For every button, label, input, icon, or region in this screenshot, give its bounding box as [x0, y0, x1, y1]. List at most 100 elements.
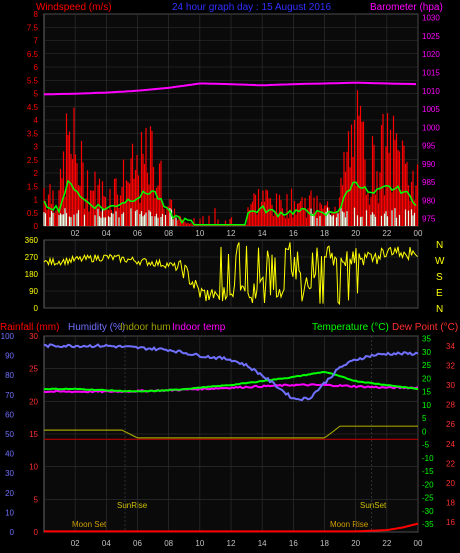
x-tick-label: 22 [382, 229, 391, 238]
direction-tick-label: 180 [25, 270, 39, 279]
indoor-temp-tick-label: 30 [446, 381, 455, 390]
compass-w: W [435, 256, 445, 267]
barometer-tick-label: 1005 [422, 105, 440, 114]
humidity-tick-label: 40 [5, 450, 14, 459]
dew-point-label: Dew Point (°C) [392, 322, 458, 333]
barometer-tick-label: 980 [422, 196, 436, 205]
x-tick-label: 10 [195, 539, 204, 548]
moonset-label: Moon Set [72, 520, 107, 529]
barometer-tick-label: 1030 [422, 14, 440, 23]
barometer-tick-label: 1025 [422, 32, 440, 41]
rainfall-tick-label: 25 [29, 365, 38, 374]
direction-tick-label: 0 [34, 304, 39, 313]
indoor-temp-tick-label: 34 [446, 342, 455, 351]
temperature-tick-label: -10 [422, 454, 434, 463]
rainfall-line [44, 522, 419, 533]
temperature-tick-label: 15 [422, 388, 431, 397]
x-tick-label: 08 [164, 539, 173, 548]
windspeed-label: Windspeed (m/s) [36, 2, 112, 13]
indoor-temp-tick-label: 32 [446, 361, 455, 370]
direction-tick-label: 270 [25, 253, 39, 262]
indoor-temp-label: Indoor temp [172, 322, 226, 333]
temperature-tick-label: 5 [422, 414, 427, 423]
x-tick-label: 02 [71, 539, 80, 548]
indoor-temp-tick-label: 26 [446, 420, 455, 429]
temperature-tick-label: -35 [422, 520, 434, 529]
humidity-tick-label: 50 [5, 430, 14, 439]
wind-direction-line [43, 242, 418, 306]
x-tick-label: 10 [195, 229, 204, 238]
humidity-tick-label: 100 [1, 332, 15, 341]
direction-tick-label: 360 [25, 236, 39, 245]
temperature-label: Temperature (°C) [312, 322, 389, 333]
temperature-tick-label: -5 [422, 441, 430, 450]
humidity-tick-label: 0 [10, 528, 15, 537]
compass-s: S [436, 272, 443, 283]
temperature-tick-label: 35 [422, 335, 431, 344]
barometer-tick-label: 1020 [422, 50, 440, 59]
x-tick-label: 16 [289, 229, 298, 238]
indoor-temp-tick-label: 22 [446, 459, 455, 468]
wind-tick-label: 2 [34, 169, 39, 178]
wind-tick-label: 4 [34, 116, 39, 125]
indoor-temp-tick-label: 16 [446, 518, 455, 527]
x-tick-label: 00 [414, 229, 423, 238]
temperature-tick-label: 30 [422, 348, 431, 357]
x-tick-label: 12 [227, 229, 236, 238]
x-tick-label: 16 [289, 539, 298, 548]
indoor-humidity-line [44, 425, 418, 439]
barometer-tick-label: 995 [422, 142, 436, 151]
indoor-hum-label: Indoor hum [120, 322, 171, 333]
wind-tick-label: 8 [34, 10, 39, 19]
humidity-label: Humidity (%) [68, 322, 125, 333]
humidity-line [43, 343, 419, 402]
wind-tick-label: 4.5 [27, 103, 39, 112]
x-tick-label: 04 [102, 229, 111, 238]
humidity-tick-label: 90 [5, 352, 14, 361]
barometer-label: Barometer (hpa) [370, 2, 443, 13]
x-tick-label: 14 [258, 229, 267, 238]
wind-tick-label: 0.5 [27, 209, 39, 218]
wind-tick-label: 2.5 [27, 156, 39, 165]
compass-n-bottom: N [436, 304, 443, 315]
temperature-tick-label: 0 [422, 427, 427, 436]
chart-title: 24 hour graph day : 15 August 2016 [172, 2, 331, 13]
x-tick-label: 14 [258, 539, 267, 548]
temperature-tick-label: -20 [422, 480, 434, 489]
rainfall-tick-label: 5 [34, 495, 39, 504]
x-tick-label: 02 [71, 229, 80, 238]
temperature-tick-label: 25 [422, 361, 431, 370]
temperature-line [43, 370, 419, 393]
wind-tick-label: 1 [34, 196, 39, 205]
rainfall-label: Rainfall (mm) [0, 322, 59, 333]
barometer-tick-label: 990 [422, 160, 436, 169]
wind-tick-label: 1.5 [27, 182, 39, 191]
direction-tick-label: 90 [29, 287, 38, 296]
temperature-tick-label: -25 [422, 494, 434, 503]
wind-average-line [43, 179, 417, 226]
compass-e: E [436, 288, 443, 299]
sunrise-label: SunRise [117, 501, 148, 510]
x-tick-label: 12 [227, 539, 236, 548]
wind-tick-label: 7 [34, 37, 39, 46]
indoor-temp-tick-label: 28 [446, 401, 455, 410]
rainfall-tick-label: 10 [29, 463, 38, 472]
barometer-tick-label: 985 [422, 178, 436, 187]
humidity-tick-label: 80 [5, 371, 14, 380]
wind-tick-label: 3 [34, 143, 39, 152]
wind-tick-label: 6.5 [27, 50, 39, 59]
wind-tick-label: 6 [34, 63, 39, 72]
temperature-tick-label: -15 [422, 467, 434, 476]
compass-n-top: N [436, 240, 443, 251]
barometer-line [43, 81, 417, 96]
temperature-tick-label: 10 [422, 401, 431, 410]
rainfall-tick-label: 0 [34, 528, 39, 537]
barometer-tick-label: 975 [422, 215, 436, 224]
barometer-tick-label: 1000 [422, 123, 440, 132]
x-tick-label: 20 [351, 539, 360, 548]
indoor-temp-tick-label: 18 [446, 499, 455, 508]
barometer-tick-label: 1010 [422, 87, 440, 96]
humidity-tick-label: 60 [5, 410, 14, 419]
